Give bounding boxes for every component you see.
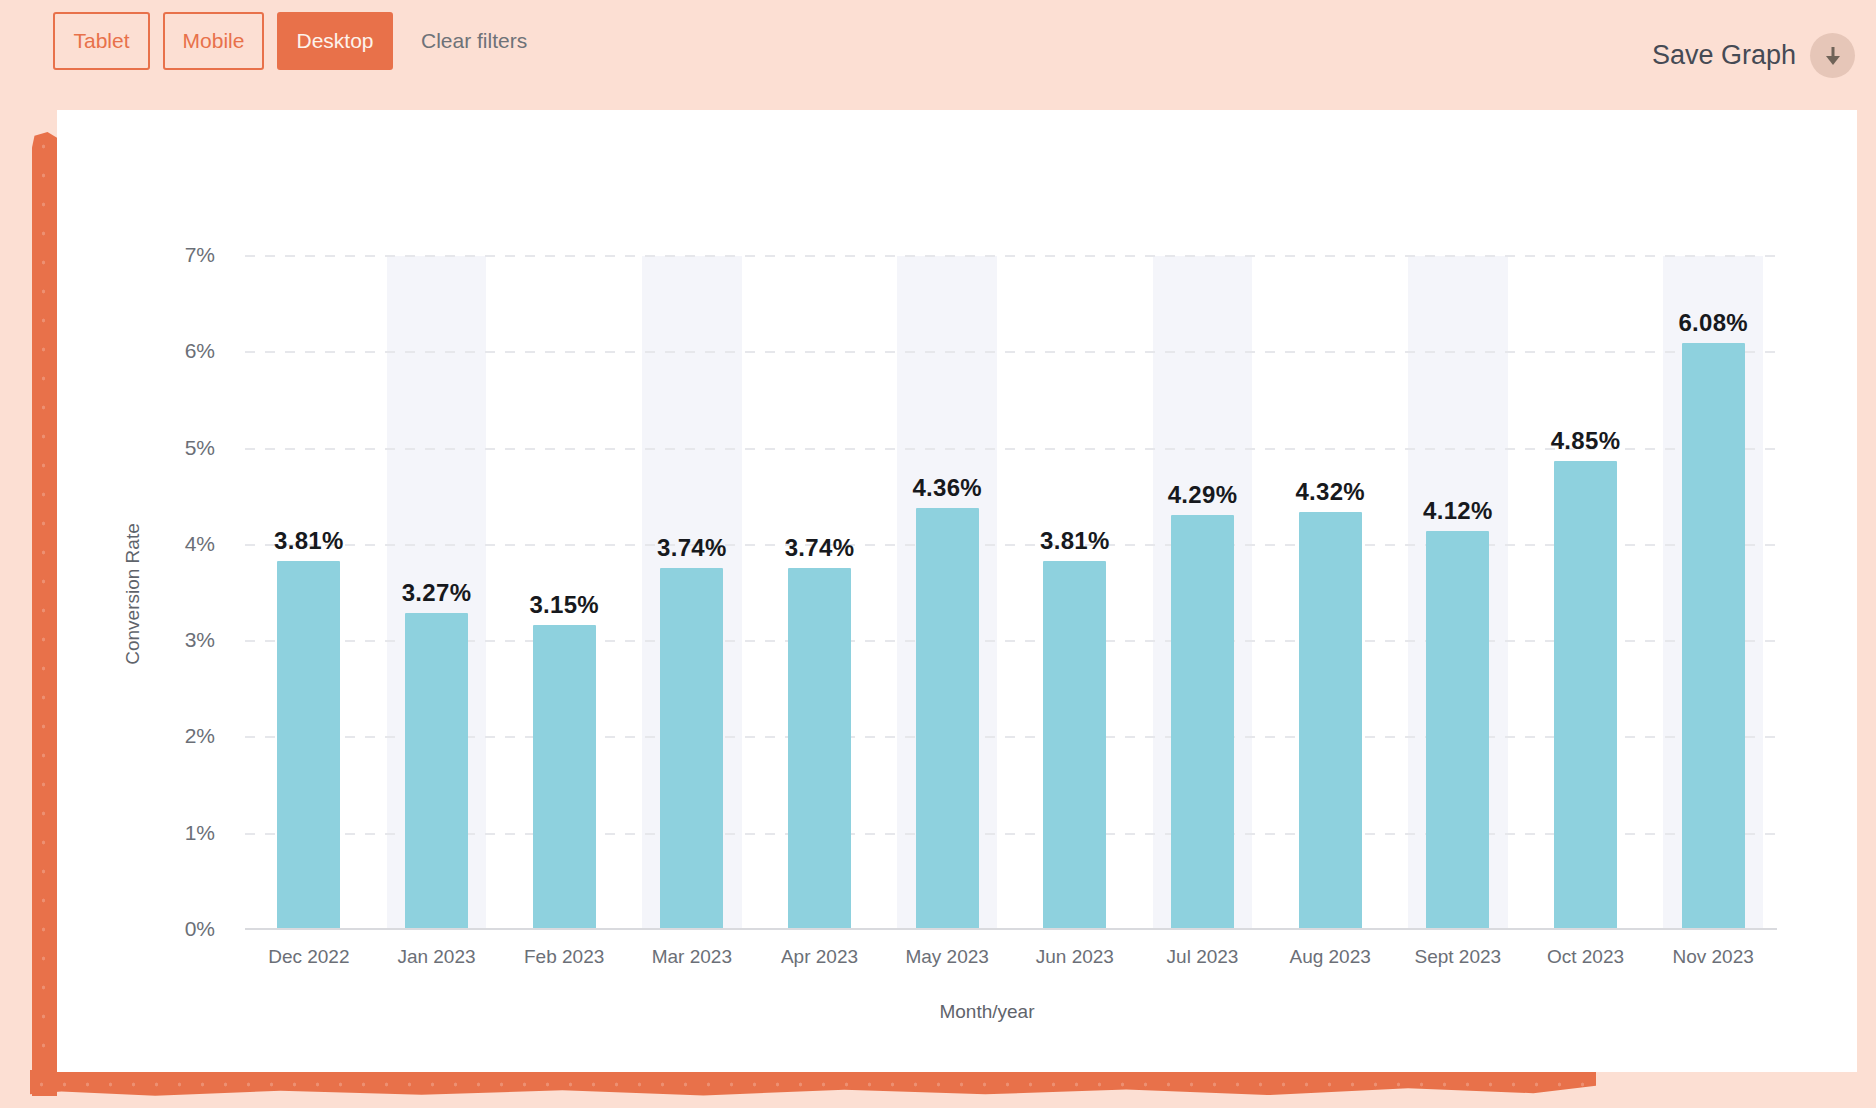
bar-aug-2023[interactable]	[1299, 512, 1362, 928]
bar-sept-2023[interactable]	[1426, 531, 1489, 928]
bar-dec-2022[interactable]	[277, 561, 340, 928]
x-tick-label: Jun 2023	[1011, 946, 1139, 968]
x-tick-label: Mar 2023	[628, 946, 756, 968]
y-tick-label: 5%	[149, 435, 215, 461]
filter-button-desktop[interactable]: Desktop	[277, 12, 393, 70]
bar-value-label: 3.81%	[1005, 527, 1145, 555]
bar-value-label: 4.29%	[1133, 481, 1273, 509]
x-tick-label: Sept 2023	[1394, 946, 1522, 968]
y-axis-title: Conversion Rate	[122, 489, 144, 699]
bar-chart-plot: 3.81%3.27%3.15%3.74%3.74%4.36%3.81%4.29%…	[245, 256, 1777, 930]
x-tick-label: May 2023	[883, 946, 1011, 968]
y-tick-label: 2%	[149, 723, 215, 749]
download-arrow-icon	[1822, 44, 1844, 68]
bar-value-label: 3.27%	[367, 579, 507, 607]
bar-value-label: 3.74%	[622, 534, 762, 562]
bar-value-label: 4.85%	[1516, 427, 1656, 455]
torn-paper-bottom-decoration	[30, 1070, 1596, 1097]
save-graph-group: Save Graph	[1652, 33, 1855, 78]
bar-oct-2023[interactable]	[1554, 461, 1617, 928]
bar-jul-2023[interactable]	[1171, 515, 1234, 928]
y-tick-label: 6%	[149, 338, 215, 364]
bar-apr-2023[interactable]	[788, 568, 851, 928]
bar-jan-2023[interactable]	[405, 613, 468, 928]
y-tick-label: 3%	[149, 627, 215, 653]
bar-value-label: 3.74%	[750, 534, 890, 562]
y-tick-label: 4%	[149, 531, 215, 557]
clear-filters-link[interactable]: Clear filters	[421, 29, 527, 53]
chart-card: 3.81% 3.27%3.15% 3.74%3.74% 4.36% 3.81% 4.29%…	[57, 110, 1857, 1072]
x-tick-label: Aug 2023	[1266, 946, 1394, 968]
x-tick-label: Nov 2023	[1649, 946, 1777, 968]
y-tick-label: 0%	[149, 916, 215, 942]
save-graph-label: Save Graph	[1652, 40, 1796, 71]
x-tick-label: Apr 2023	[756, 946, 884, 968]
x-tick-label: Jan 2023	[373, 946, 501, 968]
page: { "header": { "filters": [ {"label": "Ta…	[0, 0, 1876, 1108]
bar-value-label: 3.81%	[239, 527, 379, 555]
device-filter-group: Tablet Mobile Desktop Clear filters	[53, 12, 527, 70]
filter-button-mobile[interactable]: Mobile	[163, 12, 264, 70]
x-axis-title: Month/year	[887, 1001, 1087, 1023]
bar-feb-2023[interactable]	[533, 625, 596, 928]
download-button[interactable]	[1810, 33, 1855, 78]
bar-value-label: 4.12%	[1388, 497, 1528, 525]
bar-may-2023[interactable]	[916, 508, 979, 928]
bar-value-label: 6.08%	[1643, 309, 1783, 337]
x-tick-label: Dec 2022	[245, 946, 373, 968]
bar-mar-2023[interactable]	[660, 568, 723, 928]
torn-paper-left-decoration	[32, 132, 57, 1096]
y-tick-label: 7%	[149, 242, 215, 268]
bar-jun-2023[interactable]	[1043, 561, 1106, 928]
filter-button-tablet[interactable]: Tablet	[53, 12, 150, 70]
x-tick-label: Oct 2023	[1522, 946, 1650, 968]
bar-value-label: 3.15%	[494, 591, 634, 619]
y-tick-label: 1%	[149, 820, 215, 846]
bar-value-label: 4.36%	[877, 474, 1017, 502]
x-tick-label: Jul 2023	[1139, 946, 1267, 968]
bar-value-label: 4.32%	[1260, 478, 1400, 506]
x-tick-label: Feb 2023	[500, 946, 628, 968]
bar-nov-2023[interactable]	[1682, 343, 1745, 928]
